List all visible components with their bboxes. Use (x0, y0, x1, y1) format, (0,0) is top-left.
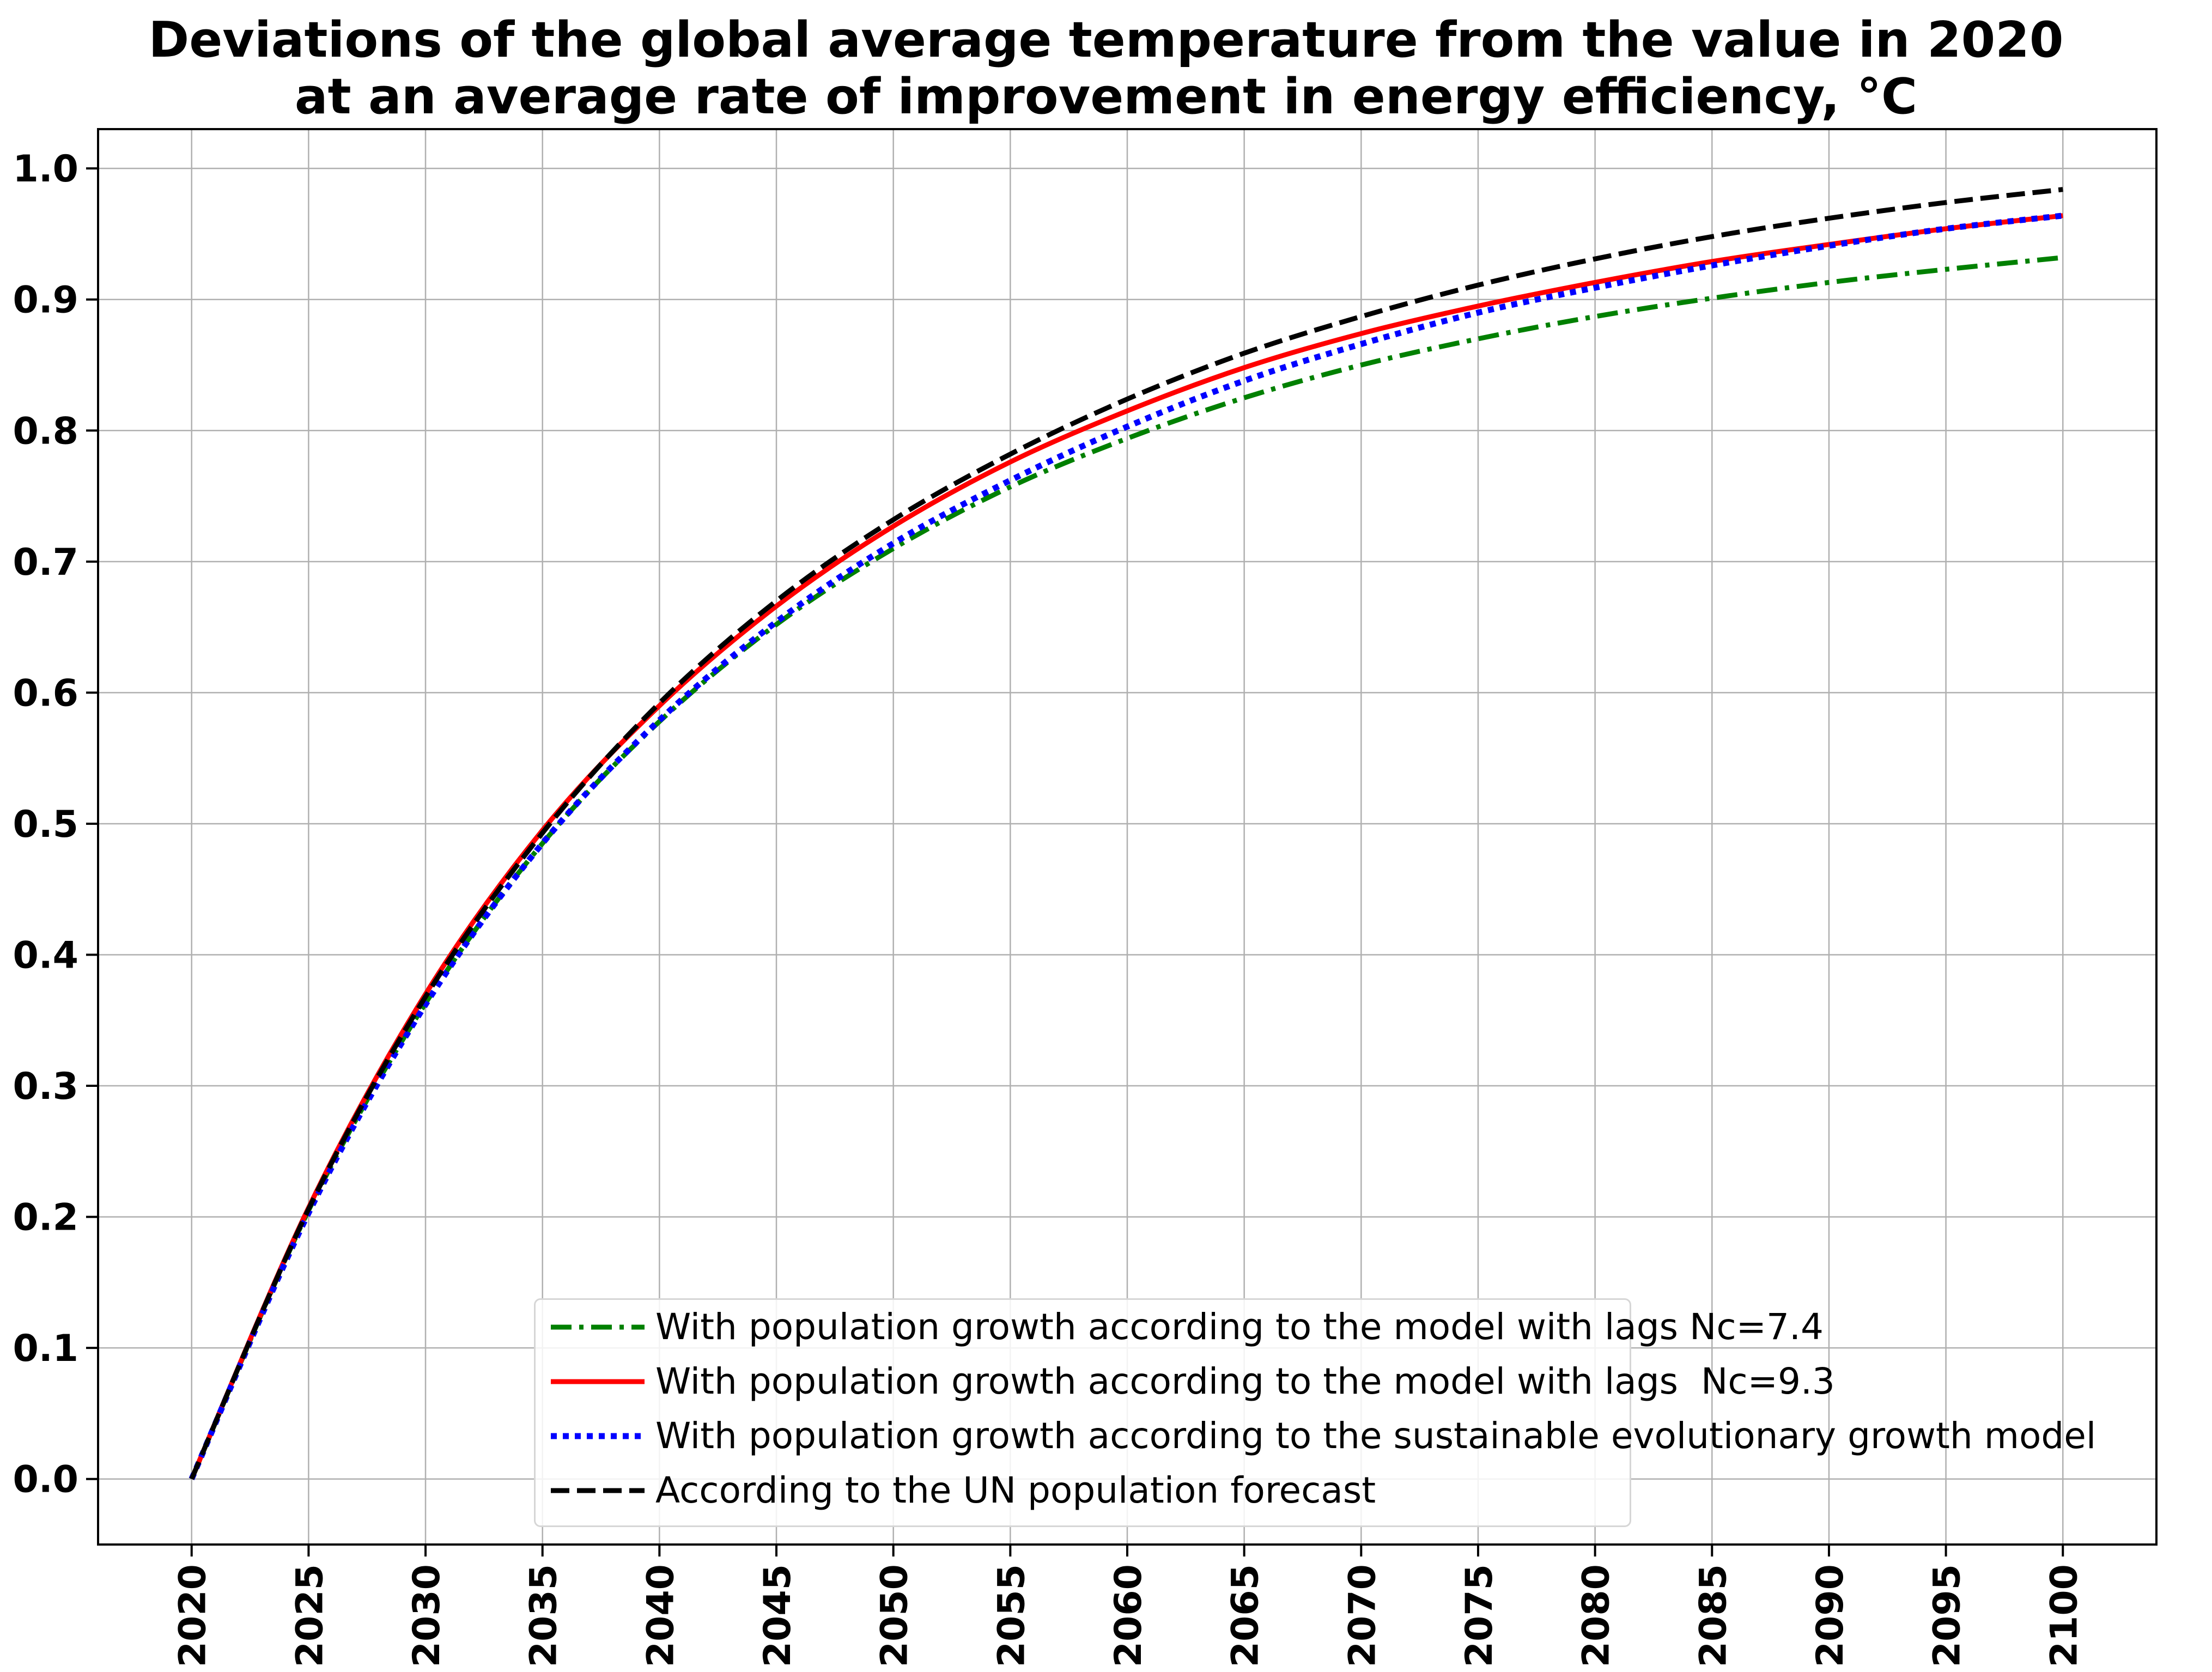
legend-entry-nc74: With population growth according to the … (536, 1300, 1824, 1354)
y-tick-label: 0.1 (13, 1327, 78, 1370)
series-lines (189, 187, 2063, 1480)
x-tick-label: 2030 (405, 1564, 448, 1667)
y-tick-label: 0.2 (13, 1196, 78, 1239)
legend-swatch-dash-dot (551, 1324, 645, 1330)
y-tick-label: 0.5 (13, 803, 78, 846)
x-tick-label: 2090 (1809, 1564, 1852, 1667)
y-tick-label: 1.0 (13, 148, 78, 191)
legend-swatch-dotted (551, 1433, 645, 1439)
x-tick-label: 2025 (288, 1564, 331, 1667)
x-tick-label: 2100 (2043, 1564, 2086, 1667)
y-tick-label: 0.9 (13, 279, 78, 322)
axis-ticks: 2020 2025 2030 2035 2040 2045 2050 2055 2060 2065… (13, 148, 2086, 1667)
y-tick-label: 0.0 (13, 1458, 78, 1501)
x-tick-label: 2085 (1692, 1564, 1735, 1667)
x-tick-label: 2055 (990, 1564, 1033, 1667)
x-tick-label: 2045 (756, 1564, 799, 1667)
legend-label: With population growth according to the … (655, 1360, 1835, 1402)
legend-label: With population growth according to the … (655, 1306, 1824, 1348)
x-tick-label: 2080 (1575, 1564, 1618, 1667)
x-tick-label: 2035 (522, 1564, 566, 1667)
y-tick-label: 0.7 (13, 541, 78, 584)
x-tick-label: 2065 (1224, 1564, 1267, 1667)
chart-title: Deviations of the global average tempera… (0, 12, 2212, 125)
legend-entry-sustainable: With population growth according to the … (536, 1409, 2096, 1463)
chart-title-line-1: Deviations of the global average tempera… (148, 11, 2064, 69)
legend-entry-nc93: With population growth according to the … (536, 1354, 1835, 1409)
legend-label: With population growth according to the … (655, 1415, 2096, 1457)
series-line-un-forecast (189, 187, 2063, 1480)
y-tick-label: 0.6 (13, 672, 78, 715)
x-tick-label: 2040 (639, 1564, 682, 1667)
legend: With population growth according to the … (534, 1298, 2096, 1527)
legend-label: According to the UN population forecast (655, 1469, 1376, 1511)
x-tick-label: 2050 (873, 1564, 916, 1667)
x-tick-label: 2095 (1926, 1564, 1969, 1667)
y-tick-label: 0.4 (13, 934, 78, 977)
x-tick-label: 2060 (1107, 1564, 1150, 1667)
chart-title-line-2: at an average rate of improvement in ene… (294, 68, 1918, 125)
x-tick-label: 2075 (1458, 1564, 1501, 1667)
legend-entry-un-forecast: According to the UN population forecast (536, 1463, 1630, 1518)
legend-swatch-solid (551, 1379, 645, 1384)
series-line-sustainable (189, 212, 2063, 1480)
legend-swatch-dashed (551, 1488, 645, 1493)
y-tick-label: 0.8 (13, 410, 78, 453)
x-tick-label: 2020 (172, 1564, 215, 1667)
x-tick-label: 2070 (1341, 1564, 1384, 1667)
series-line-nc74 (189, 255, 2063, 1480)
y-tick-label: 0.3 (13, 1065, 78, 1108)
